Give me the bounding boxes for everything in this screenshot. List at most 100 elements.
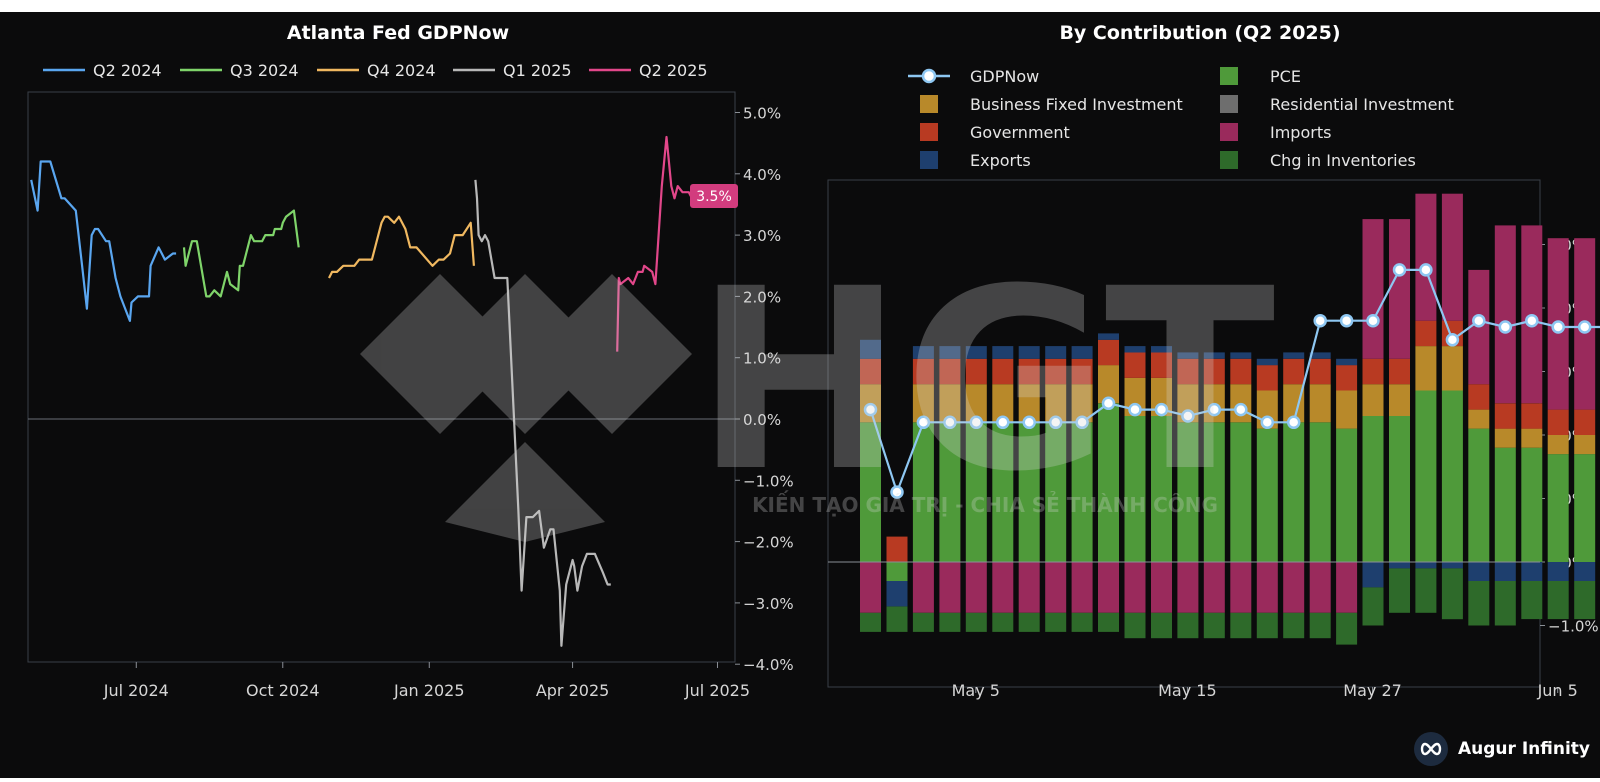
watermark-logo-text: HGT	[695, 235, 1276, 526]
bar-segment-1-26	[1548, 435, 1569, 454]
bar-segment-4-2	[913, 562, 934, 613]
bar-segment-1-18	[1336, 391, 1357, 429]
bar-segment-1-17	[1310, 384, 1331, 422]
bar-segment-3-20	[1389, 359, 1410, 384]
bar-segment-6-22	[1442, 568, 1463, 619]
bar-segment-1-25	[1521, 429, 1542, 448]
legend-label-2: Business Fixed Investment	[970, 95, 1183, 114]
bar-segment-4-18	[1336, 562, 1357, 613]
bar-segment-1-21	[1415, 346, 1436, 390]
x-tick-label: Oct 2024	[246, 681, 319, 700]
legend-swatch-4	[920, 123, 938, 141]
gdpnow-point-20	[1394, 264, 1405, 275]
gdpnow-point-25	[1526, 315, 1537, 326]
bar-segment-0-20	[1389, 416, 1410, 562]
bar-segment-6-11	[1151, 613, 1172, 638]
watermark-diamond-logo	[360, 274, 692, 542]
y-tick-label: −2.0%	[743, 534, 794, 552]
bar-segment-6-1	[887, 607, 908, 632]
legend-swatch-3	[1220, 95, 1238, 113]
series-line-1	[184, 211, 299, 297]
bar-segment-5-25	[1521, 562, 1542, 581]
bar-segment-4-8	[1072, 562, 1093, 613]
bar-segment-4-21	[1415, 194, 1436, 321]
gdpnow-point-17	[1315, 315, 1326, 326]
bar-segment-6-24	[1495, 581, 1516, 626]
bar-segment-4-11	[1151, 562, 1172, 613]
bar-segment-4-0	[860, 562, 881, 613]
bar-segment-0-19	[1363, 416, 1384, 562]
bar-segment-6-4	[966, 613, 987, 632]
bar-segment-1-23	[1468, 410, 1489, 429]
gdpnow-point-22	[1447, 334, 1458, 345]
gdpnow-point-16	[1288, 417, 1299, 428]
gdpnow-point-18	[1341, 315, 1352, 326]
legend-swatch-1	[1220, 67, 1238, 85]
bar-segment-0-18	[1336, 429, 1357, 562]
legend-label-4: Government	[970, 123, 1070, 142]
bar-segment-4-4	[966, 562, 987, 613]
bar-segment-6-17	[1310, 613, 1331, 638]
bar-segment-6-6	[1019, 613, 1040, 632]
x-tick-label: Jan 2025	[393, 681, 464, 700]
legend-label-1: PCE	[1270, 67, 1301, 86]
bar-segment-5-23	[1468, 562, 1489, 581]
bar-segment-3-18	[1336, 365, 1357, 390]
bar-segment-6-8	[1072, 613, 1093, 632]
legend-label-3: Residential Investment	[1270, 95, 1454, 114]
bar-segment-6-12	[1177, 613, 1198, 638]
watermark: HGT KIẾN TẠO GIÁ TRỊ - CHIA SẺ THÀNH CÔN…	[360, 235, 1275, 542]
bar-segment-4-17	[1310, 562, 1331, 613]
bar-segment-6-16	[1283, 613, 1304, 638]
bar-segment-5-19	[1363, 562, 1384, 587]
legend-label-5: Imports	[1270, 123, 1331, 142]
bar-segment-0-23	[1468, 429, 1489, 562]
bar-segment-6-0	[860, 613, 881, 632]
gdpnow-point-24	[1500, 322, 1511, 333]
bar-segment-6-27	[1574, 581, 1595, 619]
x-tick-label: Jul 2024	[103, 681, 169, 700]
left-callout: 3.5%	[690, 184, 738, 208]
bar-segment-6-20	[1389, 568, 1410, 612]
bar-segment-6-15	[1257, 613, 1278, 638]
bar-segment-5-16	[1283, 352, 1304, 358]
bar-segment-0-21	[1415, 391, 1436, 563]
bar-segment-4-3	[939, 562, 960, 613]
legend-marker-0	[923, 70, 935, 82]
bar-segment-1-24	[1495, 429, 1516, 448]
bar-segment-6-25	[1521, 581, 1542, 619]
bar-segment-0-26	[1548, 454, 1569, 562]
bar-segment-6-10	[1125, 613, 1146, 638]
bar-segment-6-21	[1415, 568, 1436, 612]
series-line-0	[31, 162, 176, 321]
legend-swatch-2	[920, 95, 938, 113]
right-chart-title: By Contribution (Q2 2025)	[1059, 22, 1340, 44]
bar-segment-3-16	[1283, 359, 1304, 384]
x-tick-label: Jul 2025	[684, 681, 750, 700]
bar-segment-5-20	[1389, 562, 1410, 568]
bar-segment-5-22	[1442, 562, 1463, 568]
bar-segment-6-19	[1363, 587, 1384, 625]
bar-segment-6-26	[1548, 581, 1569, 619]
bar-segment-3-17	[1310, 359, 1331, 384]
bar-segment-3-27	[1574, 410, 1595, 435]
bar-segment-6-9	[1098, 613, 1119, 632]
bar-segment-4-10	[1125, 562, 1146, 613]
legend-label-7: Chg in Inventories	[1270, 151, 1416, 170]
watermark-tagline: KIẾN TẠO GIÁ TRỊ - CHIA SẺ THÀNH CÔNG	[752, 491, 1218, 517]
gdpnow-point-21	[1420, 264, 1431, 275]
y-tick-label: 4.0%	[743, 166, 781, 184]
bar-segment-1-19	[1363, 384, 1384, 416]
bar-segment-4-16	[1283, 562, 1304, 613]
y-tick-label: 5.0%	[743, 105, 781, 123]
bar-segment-0-27	[1574, 454, 1595, 562]
bar-segment-3-26	[1548, 410, 1569, 435]
bar-segment-4-20	[1389, 219, 1410, 359]
bar-segment-4-24	[1495, 225, 1516, 403]
bar-segment-3-25	[1521, 403, 1542, 428]
